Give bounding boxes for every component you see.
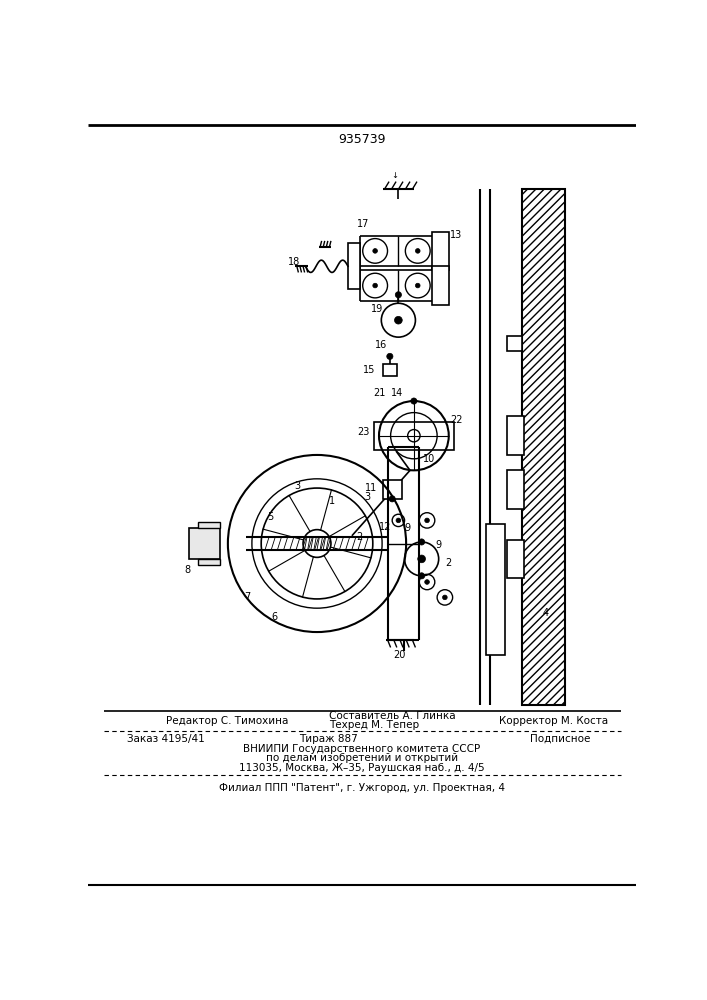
Bar	[189, 528, 220, 559]
Text: 19: 19	[370, 304, 382, 314]
Text: 5: 5	[267, 512, 274, 522]
Bar	[522, 189, 565, 705]
Text: 3: 3	[364, 492, 370, 502]
Circle shape	[416, 283, 420, 288]
Circle shape	[425, 580, 429, 584]
Text: 6: 6	[271, 612, 277, 622]
Text: 17: 17	[357, 219, 370, 229]
Text: Филиал ППП "Патент", г. Ужгород, ул. Проектная, 4: Филиал ППП "Патент", г. Ужгород, ул. Про…	[219, 783, 505, 793]
Text: 935739: 935739	[338, 133, 386, 146]
Circle shape	[395, 316, 402, 324]
Bar	[507, 336, 522, 351]
Text: 22: 22	[450, 415, 463, 425]
Bar	[348, 243, 360, 289]
Text: 14: 14	[391, 388, 403, 398]
Circle shape	[389, 496, 395, 502]
Circle shape	[387, 353, 393, 359]
Text: Составитель А. Глинка: Составитель А. Глинка	[329, 711, 455, 721]
Text: 9: 9	[436, 540, 442, 550]
Text: 20: 20	[394, 650, 406, 660]
Bar	[383, 480, 402, 499]
Circle shape	[411, 398, 417, 404]
Text: 18: 18	[288, 257, 300, 267]
Text: Редактор С. Тимохина: Редактор С. Тимохина	[166, 716, 288, 726]
Text: 16: 16	[375, 340, 387, 350]
Text: Подписное: Подписное	[530, 734, 590, 744]
Text: 1: 1	[329, 496, 336, 506]
Text: 23: 23	[357, 427, 370, 437]
Bar	[507, 416, 524, 455]
Circle shape	[396, 518, 401, 523]
Text: ВНИИПИ Государственного комитета СССР: ВНИИПИ Государственного комитета СССР	[243, 744, 481, 754]
Bar	[373, 422, 454, 450]
Text: 7: 7	[244, 592, 250, 602]
Circle shape	[395, 292, 402, 298]
Text: 11: 11	[365, 483, 378, 493]
Text: 12: 12	[379, 522, 392, 532]
Text: 4: 4	[542, 608, 549, 618]
Bar	[486, 524, 506, 655]
Text: Заказ 4195/41: Заказ 4195/41	[127, 734, 205, 744]
Text: 9: 9	[404, 523, 411, 533]
Text: Корректор М. Коста: Корректор М. Коста	[499, 716, 608, 726]
Bar	[507, 470, 524, 509]
Text: 113035, Москва, Ж–35, Раушская наб., д. 4/5: 113035, Москва, Ж–35, Раушская наб., д. …	[239, 763, 485, 773]
Text: 2: 2	[445, 558, 452, 568]
Text: 2: 2	[356, 532, 363, 542]
Bar	[432, 232, 449, 270]
Text: ↓: ↓	[391, 171, 398, 180]
Circle shape	[419, 539, 425, 545]
Text: Техред М. Тепер: Техред М. Тепер	[329, 720, 419, 730]
Text: 3: 3	[295, 481, 300, 491]
Text: 13: 13	[450, 231, 462, 240]
Text: 8: 8	[185, 565, 191, 575]
Circle shape	[418, 555, 426, 563]
Bar	[199, 559, 220, 565]
Circle shape	[443, 595, 448, 600]
Text: 15: 15	[363, 365, 375, 375]
Text: по делам изобретений и открытий: по делам изобретений и открытий	[266, 753, 458, 763]
Bar	[199, 522, 220, 528]
Circle shape	[373, 283, 378, 288]
Text: Тираж 887: Тираж 887	[299, 734, 358, 744]
Circle shape	[425, 518, 429, 523]
Circle shape	[419, 573, 425, 579]
Bar	[507, 540, 524, 578]
Text: 10: 10	[423, 454, 436, 464]
Circle shape	[373, 249, 378, 253]
Circle shape	[416, 249, 420, 253]
Bar	[383, 364, 397, 376]
Bar	[432, 266, 449, 305]
Text: 21: 21	[373, 388, 385, 398]
